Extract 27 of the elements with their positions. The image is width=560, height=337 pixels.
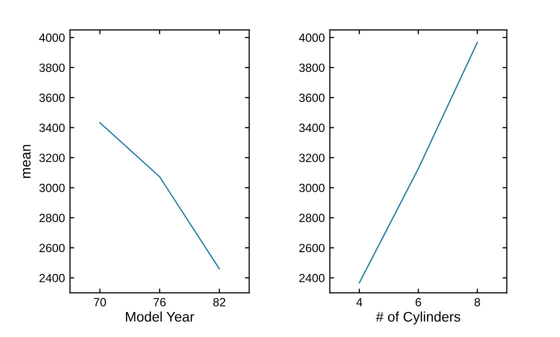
y-tick-label: 4000 (39, 34, 65, 42)
x-tick-label: 82 (213, 298, 226, 306)
x-tick-label: 4 (356, 298, 362, 306)
y-tick-label: 2800 (299, 214, 325, 222)
y-tick-label: 3600 (299, 94, 325, 102)
y-tick-label: 2400 (39, 274, 65, 282)
y-tick-label: 4000 (298, 34, 325, 42)
y-tick-label: 3200 (39, 154, 65, 162)
y-tick-label: 3200 (299, 154, 325, 162)
x-tick-label: 76 (154, 298, 166, 306)
y-tick-label: 3400 (39, 124, 65, 132)
y-tick-label: 2400 (299, 274, 325, 282)
x-axis-title: Model Year (126, 311, 194, 322)
x-tick-label: 70 (94, 298, 106, 306)
x-tick-label: 8 (474, 298, 480, 306)
y-tick-label: 3600 (39, 94, 65, 102)
y-tick-label: 3000 (299, 184, 325, 192)
y-axis-title: mean (22, 144, 31, 178)
y-tick-label: 2600 (39, 244, 65, 252)
y-tick-label: 3800 (299, 64, 325, 72)
y-tick-label: 2800 (39, 214, 65, 222)
y-tick-label: 2600 (299, 244, 325, 252)
y-tick-label: 3800 (39, 64, 65, 72)
x-axis-title: # of Cylinders (376, 311, 460, 324)
x-tick-label: 6 (416, 298, 422, 306)
y-tick-label: 3000 (39, 184, 65, 192)
y-tick-label: 3400 (299, 124, 325, 132)
